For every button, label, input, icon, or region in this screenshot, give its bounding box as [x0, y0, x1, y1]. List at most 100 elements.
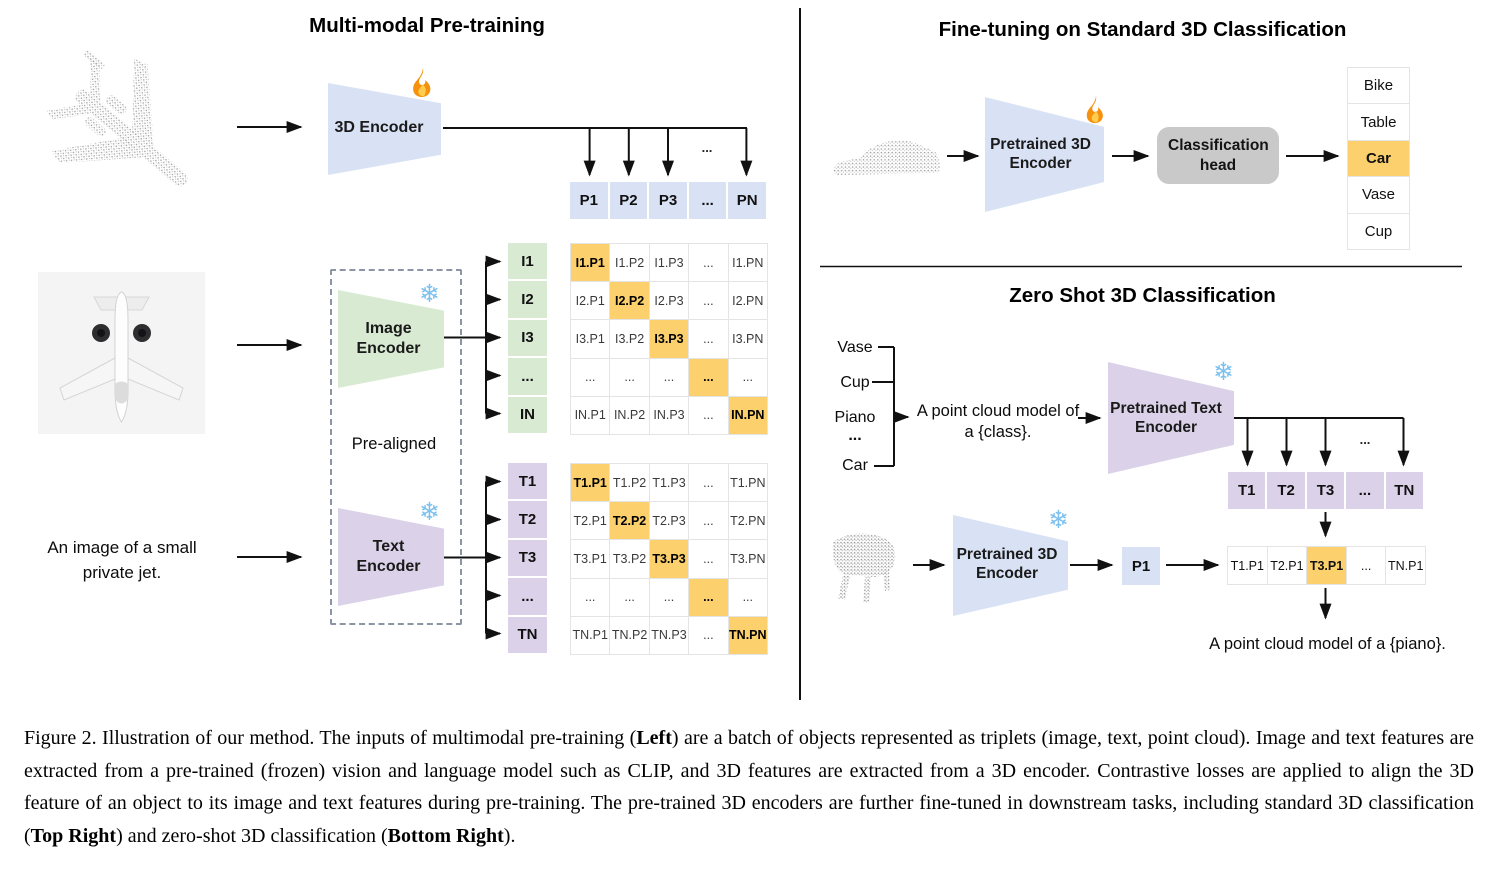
- airplane-photo-image: [38, 272, 205, 434]
- cell: T3.P1: [1307, 547, 1346, 584]
- matrix-cell: T1.P3: [649, 464, 689, 502]
- cell: T3: [1306, 472, 1345, 509]
- zs-prompt-template: A point cloud model of a {class}.: [916, 402, 1080, 442]
- fire-icon: [413, 67, 431, 97]
- cell: IN: [508, 396, 547, 433]
- matrix-cell: I2.P1: [571, 282, 610, 320]
- matrix-cell: ...: [689, 540, 728, 578]
- cell: Vase: [1348, 177, 1409, 213]
- matrix-cell: IN.P1: [571, 396, 610, 434]
- cell: T3: [508, 539, 547, 577]
- cell: P2: [609, 182, 648, 219]
- matrix-cell: ...: [689, 502, 728, 540]
- zs-class-ellipsis: ...: [848, 427, 862, 444]
- classification-head-box: Classification head: [1157, 127, 1279, 184]
- matrix-cell: I3.P3: [649, 320, 689, 358]
- cell: Table: [1348, 104, 1409, 140]
- matrix-cell: I2.PN: [728, 282, 767, 320]
- matrix-cell: IN.P2: [610, 396, 649, 434]
- zeroshot-title: Zero Shot 3D Classification: [1009, 284, 1276, 307]
- matrix-cell: T2.P1: [571, 502, 610, 540]
- matrix-cell: TN.P3: [649, 616, 689, 654]
- snowflake-icon: ❄: [419, 280, 440, 308]
- image-point-similarity-matrix: I1.P1 I1.P2 I1.P3... I1.PN I2.P1 I2.P2 I2.P3..…: [570, 243, 768, 435]
- snowflake-icon: ❄: [1048, 506, 1069, 534]
- piano-point-cloud-image: [832, 533, 896, 603]
- matrix-cell: ...: [728, 358, 767, 396]
- cell: P1: [570, 182, 608, 219]
- matrix-cell: I1.P2: [610, 244, 649, 282]
- matrix-cell: ...: [649, 358, 689, 396]
- image-encoder-label: Image Encoder: [356, 320, 421, 357]
- zs-p1-cell: P1: [1122, 547, 1160, 585]
- matrix-cell: ...: [649, 578, 689, 616]
- matrix-cell: ...: [610, 578, 649, 616]
- matrix-cell: I3.P2: [610, 320, 649, 358]
- cell: ...: [1346, 472, 1384, 509]
- matrix-cell: I1.PN: [728, 244, 767, 282]
- cell: ...: [508, 578, 547, 615]
- text-input-line1: An image of a small: [47, 538, 197, 557]
- finetuning-title: Fine-tuning on Standard 3D Classificatio…: [938, 18, 1347, 41]
- zs-class-cup: Cup: [840, 374, 870, 391]
- matrix-cell: TN.P2: [610, 616, 649, 654]
- text-encoder-label: Text Encoder: [356, 538, 421, 575]
- cell: Car: [1348, 140, 1409, 177]
- matrix-cell: I2.P2: [610, 282, 649, 320]
- zs-class-piano: Piano: [834, 409, 876, 426]
- cell: P3: [649, 182, 687, 219]
- matrix-cell: ...: [571, 578, 610, 616]
- cell: TN: [1385, 472, 1423, 509]
- matrix-cell: ...: [571, 358, 610, 396]
- pretraining-title: Multi-modal Pre-training: [309, 14, 545, 37]
- matrix-cell: ...: [728, 578, 767, 616]
- figure-caption: Figure 2. Illustration of our method. Th…: [24, 727, 1474, 847]
- prealigned-label: Pre-aligned: [351, 435, 437, 453]
- fire-icon: [1086, 95, 1103, 124]
- snowflake-icon: ❄: [1213, 358, 1234, 386]
- cell: TN: [508, 616, 547, 653]
- matrix-cell: IN.P3: [649, 396, 689, 434]
- matrix-cell: I1.P3: [649, 244, 689, 282]
- cell: T1.P1: [1228, 547, 1267, 584]
- matrix-cell: ...: [689, 320, 728, 358]
- zs-similarity-row: T1.P1 T2.P1 T3.P1... TN.P1: [1227, 546, 1426, 585]
- matrix-cell: ...: [689, 616, 728, 654]
- cell: T1: [508, 463, 547, 500]
- p-feature-row: P1 P2 P3... PN: [570, 182, 766, 219]
- matrix-cell: T3.PN: [728, 540, 767, 578]
- cell: I2: [508, 281, 547, 318]
- matrix-cell: T2.PN: [728, 502, 767, 540]
- zs-t-ellipsis: ...: [1359, 432, 1371, 447]
- text-input-caption: An image of a small private jet.: [22, 536, 222, 585]
- matrix-cell: T1.P2: [610, 464, 649, 502]
- airplane-point-cloud-image: [46, 50, 188, 187]
- classification-head-label: Classification head: [1168, 137, 1269, 174]
- cell: ...: [1346, 547, 1386, 584]
- matrix-cell: T1.P1: [571, 464, 610, 502]
- matrix-cell: T2.P3: [649, 502, 689, 540]
- zs-output-prompt: A point cloud model of a {piano}.: [1209, 635, 1446, 653]
- matrix-cell: TN.PN: [728, 616, 767, 654]
- cell: T2.P1: [1267, 547, 1307, 584]
- car-point-cloud-image: [833, 140, 940, 175]
- matrix-cell: T3.P3: [649, 540, 689, 578]
- text-point-similarity-matrix: T1.P1 T1.P2 T1.P3... T1.PN T2.P1 T2.P2 T2.P3..…: [570, 463, 768, 655]
- cell: PN: [728, 182, 766, 219]
- matrix-cell: ...: [689, 358, 728, 396]
- matrix-cell: ...: [689, 244, 728, 282]
- matrix-cell: ...: [689, 282, 728, 320]
- encoder-3d-label: 3D Encoder: [334, 119, 424, 136]
- text-feature-column: T1 T2 T3... TN: [508, 463, 547, 653]
- p-drop-ellipsis: ...: [701, 140, 713, 155]
- zs-pretrained-3d-encoder-label: Pretrained 3D Encoder: [956, 546, 1058, 582]
- matrix-cell: IN.PN: [728, 396, 767, 434]
- cell: TN.P1: [1386, 547, 1425, 584]
- cell: T1: [1228, 472, 1266, 509]
- matrix-cell: TN.P1: [571, 616, 610, 654]
- zs-text-feature-row: T1 T2 T3... TN: [1228, 472, 1423, 509]
- matrix-cell: I3.P1: [571, 320, 610, 358]
- matrix-cell: ...: [689, 396, 728, 434]
